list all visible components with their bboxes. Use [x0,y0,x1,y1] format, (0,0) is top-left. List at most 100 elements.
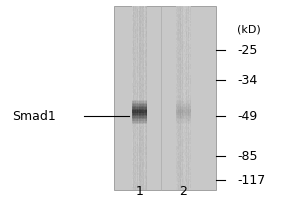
Bar [185,171,186,173]
Bar [134,102,135,104]
Bar [140,38,141,40]
Bar [186,144,187,146]
Bar [190,112,191,113]
Bar [178,135,179,136]
Bar [183,6,184,8]
Bar [181,72,182,73]
Bar [189,92,190,93]
Bar [147,110,148,112]
Bar [134,32,135,34]
Bar [137,53,138,55]
Bar [186,147,187,149]
Bar [142,24,143,26]
Bar [140,26,141,27]
Text: -49: -49 [237,110,257,122]
Bar [189,12,190,14]
Bar [179,24,180,26]
Bar [145,124,146,126]
Bar [141,167,142,169]
Bar [183,55,184,57]
Bar [182,139,183,141]
Bar [181,17,182,18]
Bar [182,185,183,187]
Bar [140,118,141,119]
Bar [134,99,135,101]
Bar [186,155,187,156]
Bar [181,27,182,29]
Bar [186,47,187,49]
Bar [146,53,147,55]
Bar [137,27,138,29]
Bar [142,9,143,11]
Bar [186,7,187,9]
Bar [176,30,177,32]
Bar [143,50,144,52]
Bar [190,30,191,32]
Bar [185,30,186,32]
Bar [142,113,143,115]
Bar [147,135,148,136]
Bar [140,27,141,29]
Bar [189,82,190,84]
Bar [137,150,138,152]
Bar [142,104,143,106]
Bar [137,156,138,158]
Bar [184,115,185,116]
Bar [135,147,136,149]
Bar [189,55,190,57]
Bar [145,67,146,69]
Bar [176,9,177,11]
Bar [180,12,181,14]
Bar [138,92,139,93]
Bar [176,139,177,141]
Bar [145,35,146,37]
Bar [178,72,179,73]
Bar [137,78,138,80]
Bar [142,44,143,46]
Bar [141,165,142,167]
Bar [140,73,141,75]
Bar [145,139,146,141]
Bar [141,67,142,69]
Bar [140,179,141,181]
Bar [189,132,190,133]
Bar [176,41,177,43]
Bar [134,142,135,144]
Bar [179,66,180,67]
Bar [133,145,134,147]
Bar [145,93,146,95]
Bar [177,6,178,8]
Bar [186,127,187,129]
Bar [140,44,141,46]
Bar [133,89,134,90]
Bar [140,69,141,70]
Bar [178,181,179,182]
Bar [186,164,187,165]
Bar [180,121,181,123]
Bar [186,26,187,27]
Bar [180,41,181,43]
Bar [184,26,185,27]
Bar [137,127,138,129]
Bar [138,75,139,77]
Bar [186,113,187,115]
Bar [138,87,139,89]
Bar [140,148,141,150]
Bar [142,101,143,103]
Bar [178,92,179,93]
Bar [185,155,186,156]
Bar [186,41,187,43]
Bar [132,75,133,77]
Bar [143,98,144,100]
Bar [143,173,144,175]
Bar [135,107,136,109]
Bar [137,141,138,142]
Bar [183,86,184,87]
Bar [186,187,187,188]
Bar [134,112,135,113]
Bar [133,92,134,93]
Bar [189,132,190,133]
Bar [142,161,143,162]
Bar [179,176,180,178]
Bar [178,23,179,24]
